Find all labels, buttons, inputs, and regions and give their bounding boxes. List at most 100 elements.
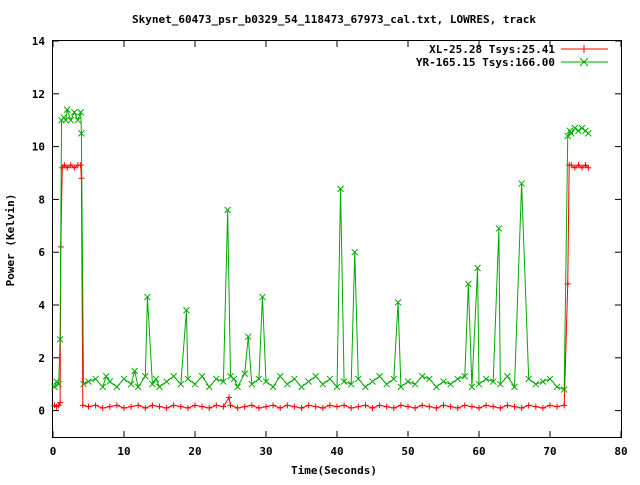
data-point xyxy=(170,372,178,380)
y-tick-label: 2 xyxy=(38,352,45,365)
data-point xyxy=(77,108,85,116)
data-point xyxy=(79,402,86,409)
y-tick-label: 10 xyxy=(32,141,45,154)
data-point xyxy=(582,162,589,169)
data-point xyxy=(312,403,319,410)
data-point xyxy=(351,248,359,256)
data-point xyxy=(121,404,127,411)
data-point xyxy=(571,124,579,132)
data-point xyxy=(63,106,71,113)
data-point xyxy=(206,404,213,411)
data-point xyxy=(127,380,135,388)
data-point xyxy=(128,403,135,410)
data-point xyxy=(362,383,369,391)
series-layer xyxy=(51,106,592,411)
data-point xyxy=(575,162,582,169)
data-point xyxy=(113,383,121,391)
data-point xyxy=(560,386,568,393)
data-point xyxy=(269,383,277,391)
y-axis-label: Power (Kelvin) xyxy=(4,194,17,287)
data-point xyxy=(383,403,390,410)
data-point xyxy=(152,375,160,383)
data-point xyxy=(305,378,312,385)
x-tick-label: 0 xyxy=(50,445,57,458)
data-point xyxy=(468,403,475,410)
y-axis: 0 2 4 6 8 10 12 14 xyxy=(32,35,621,418)
data-point xyxy=(71,164,78,171)
data-point xyxy=(567,130,575,137)
y-tick-label: 14 xyxy=(32,35,46,48)
data-point xyxy=(476,404,482,411)
data-point xyxy=(55,402,62,409)
data-point xyxy=(547,402,553,409)
data-point xyxy=(213,402,220,409)
data-point xyxy=(326,402,333,409)
data-point xyxy=(568,162,575,169)
data-point xyxy=(92,402,99,409)
data-point xyxy=(212,375,220,383)
data-point xyxy=(419,402,426,409)
chart-title: Skynet_60473_psr_b0329_54_118473_67973_c… xyxy=(132,13,536,26)
data-point xyxy=(564,132,572,140)
data-point xyxy=(468,383,476,391)
data-point xyxy=(390,404,397,411)
data-point xyxy=(244,333,252,341)
data-point xyxy=(518,180,525,187)
data-point xyxy=(102,372,110,380)
data-point xyxy=(464,280,472,288)
data-point xyxy=(376,402,383,409)
data-point xyxy=(553,383,561,391)
data-point xyxy=(85,378,92,385)
data-point xyxy=(354,375,362,383)
data-point xyxy=(461,372,469,380)
x-axis: 0 10 20 30 40 50 60 70 80 xyxy=(50,41,628,458)
data-point xyxy=(341,402,348,409)
data-point xyxy=(156,383,163,391)
x-tick-label: 40 xyxy=(330,445,343,458)
data-point xyxy=(259,293,266,301)
data-point xyxy=(504,372,511,380)
data-point xyxy=(454,404,461,411)
data-point xyxy=(539,378,547,385)
data-point xyxy=(241,370,249,377)
data-point xyxy=(404,378,412,385)
data-point xyxy=(78,130,85,137)
data-point xyxy=(440,402,447,409)
data-point xyxy=(224,206,232,214)
data-point xyxy=(394,299,402,306)
data-point xyxy=(61,162,68,169)
data-point xyxy=(340,378,348,385)
data-point xyxy=(539,404,546,411)
data-point xyxy=(198,372,206,380)
data-point xyxy=(347,380,355,388)
data-point xyxy=(454,375,462,383)
data-point xyxy=(184,404,191,411)
legend-marker-xl xyxy=(580,45,588,53)
data-point xyxy=(433,404,440,411)
data-point xyxy=(369,404,376,411)
data-point xyxy=(518,404,525,411)
data-point xyxy=(532,403,539,410)
legend-marker-yr xyxy=(579,57,589,67)
data-point xyxy=(220,403,227,410)
x-tick-label: 60 xyxy=(472,445,485,458)
data-point xyxy=(497,404,504,411)
data-point xyxy=(525,375,533,383)
data-point xyxy=(191,380,199,388)
data-point xyxy=(227,372,234,380)
data-point xyxy=(131,367,139,375)
data-point xyxy=(55,380,63,388)
data-point xyxy=(490,403,497,410)
data-point xyxy=(106,403,113,410)
plot-frame xyxy=(52,40,622,438)
data-point xyxy=(270,402,277,409)
data-point xyxy=(51,383,58,391)
y-tick-label: 4 xyxy=(38,299,45,312)
legend: XL-25.28 Tsys:25.41 YR-165.15 Tsys:166.0… xyxy=(416,43,608,69)
data-point xyxy=(263,403,269,410)
data-point xyxy=(67,116,75,124)
data-point xyxy=(495,225,503,232)
data-point xyxy=(92,375,99,383)
data-point xyxy=(426,403,433,410)
